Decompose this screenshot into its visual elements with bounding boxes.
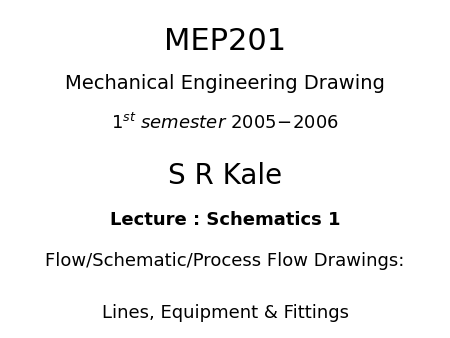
Text: Lines, Equipment & Fittings: Lines, Equipment & Fittings (102, 304, 348, 322)
Text: Lecture : Schematics 1: Lecture : Schematics 1 (110, 211, 340, 229)
Text: Flow/Schematic/Process Flow Drawings:: Flow/Schematic/Process Flow Drawings: (45, 252, 405, 270)
Text: MEP201: MEP201 (164, 27, 286, 56)
Text: $\mathit{1^{st}\ semester\ 2005\!-\!2006}$: $\mathit{1^{st}\ semester\ 2005\!-\!2006… (111, 113, 339, 133)
Text: S R Kale: S R Kale (168, 162, 282, 190)
Text: Mechanical Engineering Drawing: Mechanical Engineering Drawing (65, 74, 385, 93)
